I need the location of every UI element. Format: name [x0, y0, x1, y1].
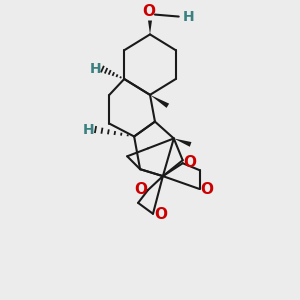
Text: O: O: [134, 182, 147, 196]
Text: H: H: [83, 122, 94, 136]
Polygon shape: [148, 20, 152, 34]
Text: O: O: [142, 4, 155, 19]
Text: O: O: [184, 155, 197, 170]
Polygon shape: [174, 139, 191, 147]
Text: O: O: [154, 207, 167, 222]
Polygon shape: [150, 95, 169, 108]
Text: O: O: [200, 182, 214, 197]
Text: H: H: [183, 10, 194, 24]
Text: H: H: [90, 62, 101, 76]
